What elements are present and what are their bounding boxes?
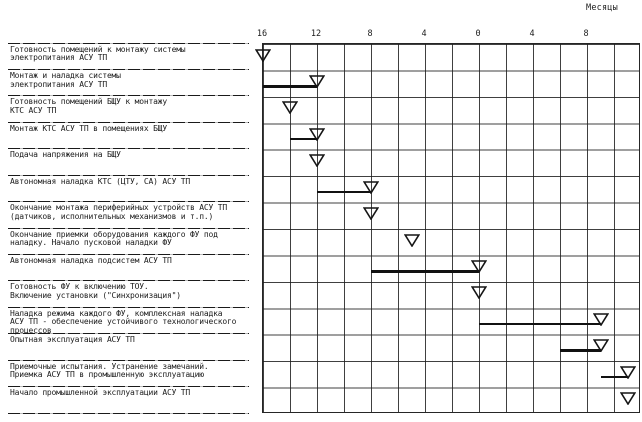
separator-line	[8, 306, 249, 308]
gantt-grid	[254, 43, 640, 413]
separator-line	[8, 121, 249, 123]
task-bar	[560, 349, 601, 352]
task-label: Готовность помещений к монтажу системы э…	[10, 44, 186, 63]
milestone-triangle-icon	[592, 311, 609, 327]
separator-line	[8, 42, 249, 44]
milestone-triangle-icon	[362, 205, 380, 221]
task-label: Готовность ФУ к включению ТОУ. Включение…	[10, 282, 181, 300]
separator-line	[8, 68, 249, 70]
milestone-triangle-icon	[308, 152, 326, 168]
task-label: Монтаж и наладка системы электропитания …	[10, 70, 121, 89]
task-bar	[317, 190, 371, 194]
task-bar	[479, 322, 601, 326]
milestone-triangle-icon	[470, 284, 488, 300]
task-bar	[371, 270, 479, 273]
axis-tick: 12	[310, 29, 322, 39]
milestone-triangle-icon	[254, 47, 272, 63]
task-label: Начало промышленной эксплуатации АСУ ТП	[10, 388, 191, 398]
task-bar	[290, 137, 317, 141]
task-label: Автономная наладка подсистем АСУ ТП	[10, 255, 172, 265]
milestone-triangle-icon	[281, 99, 299, 115]
axis-tick: 0	[475, 29, 481, 39]
milestone-triangle-icon	[308, 126, 326, 142]
milestone-triangle-icon	[362, 179, 380, 195]
axis-tick: 4	[421, 29, 427, 39]
milestone-triangle-icon	[619, 364, 636, 380]
task-bar	[263, 85, 317, 88]
task-label: Окончание монтажа периферийных устройств…	[10, 203, 227, 221]
task-label: Автономная наладка КТС (ЦТУ, СА) АСУ ТП	[10, 176, 191, 186]
task-label: Готовность помещений БЩУ к монтажу КТС А…	[10, 97, 167, 115]
axis-tick: 4	[529, 29, 535, 39]
milestone-triangle-icon	[592, 337, 609, 353]
separator-line	[8, 386, 249, 388]
task-label: Приемочные испытания. Устранение замечан…	[10, 361, 209, 380]
separator-line	[8, 412, 249, 414]
milestone-triangle-icon	[470, 258, 488, 274]
axis-tick: 8	[583, 29, 589, 39]
separator-line	[8, 148, 249, 150]
separator-line	[8, 359, 249, 361]
separator-line	[8, 201, 249, 203]
separator-line	[8, 333, 249, 335]
milestone-triangle-icon	[308, 73, 326, 89]
axis-tick: 16	[256, 29, 268, 39]
milestone-triangle-icon	[403, 232, 420, 248]
axis-title: Месяцы	[586, 3, 618, 13]
milestone-triangle-icon	[619, 390, 636, 406]
task-label: Монтаж КТС АСУ ТП в помещениях БЩУ	[10, 123, 167, 133]
separator-line	[8, 253, 249, 255]
axis-tick: 8	[367, 29, 373, 39]
separator-line	[8, 280, 249, 282]
separator-line	[8, 227, 249, 229]
separator-line	[8, 174, 249, 176]
task-label: Опытная эксплуатация АСУ ТП	[10, 335, 135, 345]
task-label: Подача напряжения на БЩУ	[10, 150, 121, 160]
task-label: Наладка режима каждого ФУ, комплексная н…	[10, 308, 237, 335]
task-bar	[600, 375, 628, 379]
task-label: Окончание приемки оборудования каждого Ф…	[10, 229, 218, 248]
separator-line	[8, 95, 249, 97]
